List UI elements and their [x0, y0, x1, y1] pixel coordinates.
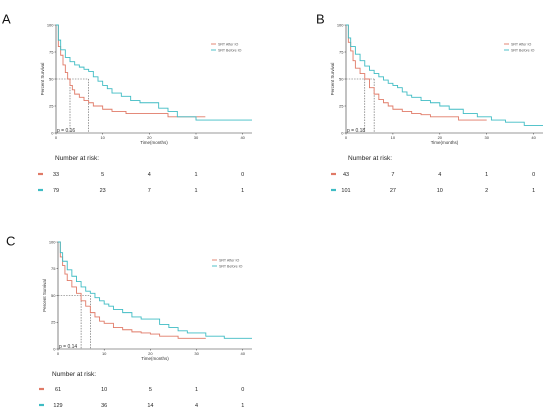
x-tick-label: 20	[148, 351, 153, 356]
panel-label: A	[2, 12, 11, 27]
x-tick-label: 10	[100, 135, 105, 140]
risk-count: 5	[149, 387, 152, 393]
risk-count: 61	[55, 387, 61, 393]
x-tick-label: 40	[240, 135, 245, 140]
risk-count: 36	[101, 403, 107, 409]
legend-label: SRT Before IO	[219, 264, 243, 268]
y-tick-label: 50	[51, 293, 56, 298]
risk-count: 1	[241, 188, 244, 194]
risk-count: 129	[53, 403, 62, 409]
p-value: p = 0.16	[57, 128, 75, 134]
y-tick-label: 75	[51, 266, 56, 271]
x-axis-title: Time(months)	[141, 356, 169, 361]
risk-count: 79	[53, 188, 59, 194]
risk-table-title: Number at risk:	[55, 155, 99, 162]
risk-count: 1	[485, 172, 488, 178]
legend-label: SRT After IO	[219, 258, 239, 262]
y-tick-label: 0	[51, 130, 54, 135]
panel-label: B	[316, 12, 325, 27]
risk-count: 1	[194, 188, 197, 194]
risk-count: 4	[438, 172, 441, 178]
x-tick-label: 30	[484, 135, 489, 140]
y-tick-label: 0	[53, 346, 56, 351]
series-line-before-io	[346, 24, 543, 126]
y-axis-title: Percent Survival	[330, 63, 335, 96]
series-line-after-io	[56, 24, 206, 118]
risk-count: 1	[194, 172, 197, 178]
y-tick-label: 100	[49, 239, 56, 244]
risk-count: 1	[241, 403, 244, 409]
risk-count: 5	[101, 172, 104, 178]
x-tick-label: 0	[55, 135, 58, 140]
risk-count: 10	[101, 387, 107, 393]
x-tick-label: 30	[194, 351, 199, 356]
risk-count: 1	[532, 188, 535, 194]
x-tick-label: 20	[147, 135, 152, 140]
risk-count: 10	[437, 188, 443, 194]
x-tick-label: 0	[57, 351, 60, 356]
risk-count: 1	[195, 387, 198, 393]
risk-count: 43	[343, 172, 349, 178]
y-tick-label: 25	[339, 103, 344, 108]
risk-count: 4	[195, 403, 198, 409]
x-axis-title: Time(months)	[140, 140, 168, 145]
y-tick-label: 75	[49, 49, 54, 54]
risk-count: 0	[532, 172, 535, 178]
risk-count: 0	[241, 172, 244, 178]
y-tick-label: 75	[339, 49, 344, 54]
x-tick-label: 40	[531, 135, 536, 140]
y-axis-title: Percent Survival	[40, 63, 45, 96]
risk-table-title: Number at risk:	[348, 155, 392, 162]
x-tick-label: 30	[194, 135, 199, 140]
y-tick-label: 100	[337, 22, 344, 27]
risk-count: 27	[390, 188, 396, 194]
x-tick-label: 0	[345, 135, 348, 140]
x-tick-label: 20	[438, 135, 443, 140]
y-tick-label: 0	[341, 130, 344, 135]
panel-label: C	[6, 234, 15, 249]
x-axis-title: Time(months)	[431, 140, 459, 145]
p-value: p = 0.18	[347, 128, 365, 134]
series-line-before-io	[58, 241, 252, 339]
risk-count: 23	[100, 188, 106, 194]
series-line-after-io	[58, 241, 206, 339]
legend-label: SRT After IO	[511, 42, 531, 46]
x-tick-label: 10	[391, 135, 396, 140]
risk-count: 2	[485, 188, 488, 194]
risk-count: 0	[241, 387, 244, 393]
series-line-before-io	[56, 24, 252, 121]
legend-label: SRT After IO	[218, 42, 238, 46]
risk-count: 14	[147, 403, 153, 409]
risk-count: 7	[148, 188, 151, 194]
x-tick-label: 40	[241, 351, 246, 356]
y-tick-label: 100	[47, 22, 54, 27]
risk-count: 33	[53, 172, 59, 178]
risk-count: 7	[391, 172, 394, 178]
risk-count: 4	[148, 172, 151, 178]
y-tick-label: 25	[49, 103, 54, 108]
risk-count: 101	[341, 188, 350, 194]
x-tick-label: 10	[102, 351, 107, 356]
y-tick-label: 50	[339, 76, 344, 81]
y-axis-title: Percent Survival	[42, 279, 47, 312]
p-value: p = 0.14	[59, 344, 77, 350]
y-tick-label: 25	[51, 320, 56, 325]
y-tick-label: 50	[49, 76, 54, 81]
legend-label: SRT Before IO	[511, 48, 535, 52]
risk-table-title: Number at risk:	[52, 371, 96, 378]
series-line-after-io	[346, 24, 487, 121]
legend-label: SRT Before IO	[218, 48, 242, 52]
